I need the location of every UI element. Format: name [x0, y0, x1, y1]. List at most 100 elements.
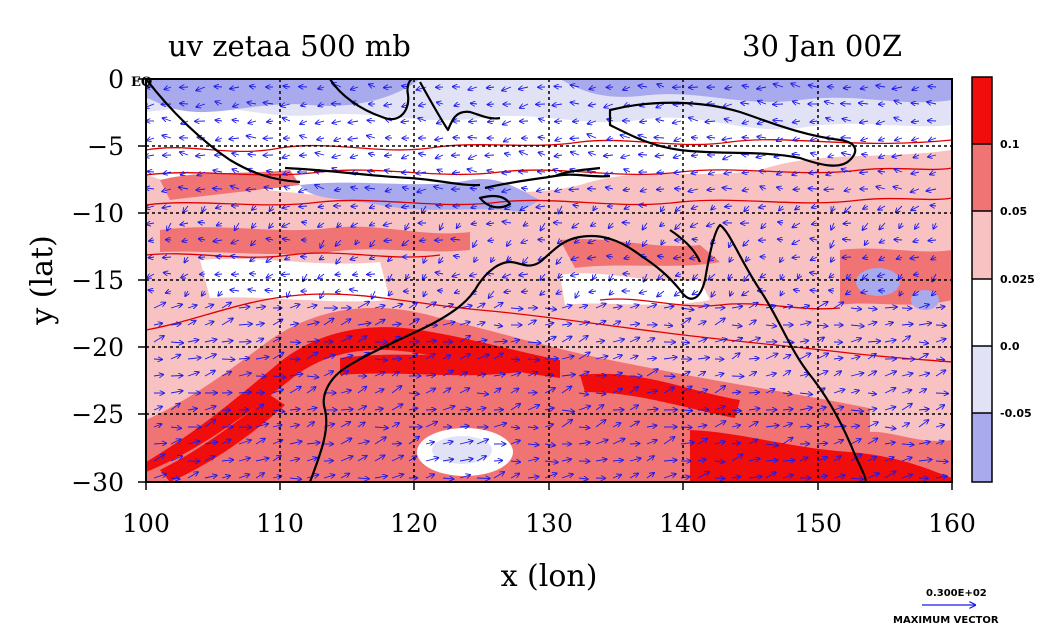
- wind-vector: [748, 477, 762, 479]
- wind-vector: [588, 257, 597, 259]
- wind-vector: [163, 206, 172, 208]
- wind-vector: [792, 172, 801, 175]
- wind-vector: [612, 306, 622, 308]
- coast-sulawesi: [419, 81, 501, 132]
- wind-vector: [170, 376, 183, 377]
- wind-vector: [231, 240, 240, 243]
- wind-vector: [781, 273, 783, 279]
- wind-vector: [777, 187, 784, 189]
- wind-vector: [876, 86, 886, 88]
- wind-vector: [918, 409, 929, 410]
- wind-vector: [493, 472, 504, 479]
- wind-vector: [759, 206, 767, 208]
- wind-vector: [935, 405, 944, 411]
- wind-vector: [539, 119, 546, 121]
- wind-vector: [624, 169, 631, 172]
- wind-vector: [629, 458, 641, 461]
- wind-vector: [493, 303, 503, 309]
- wind-vector: [170, 342, 183, 343]
- wind-vector: [884, 427, 896, 429]
- wind-vector: [510, 389, 519, 394]
- wind-vector: [238, 307, 249, 308]
- wind-vector: [283, 239, 291, 240]
- wind-vector: [646, 426, 657, 428]
- wind-vector: [933, 222, 936, 229]
- wind-vector: [340, 409, 353, 410]
- wind-vector: [306, 458, 317, 461]
- wind-vector: [538, 240, 546, 241]
- wind-vector: [884, 371, 896, 377]
- wind-vector: [593, 273, 596, 279]
- wind-vector: [689, 189, 699, 191]
- wind-vector: [639, 86, 648, 87]
- chart-date: 30 Jan 00Z: [742, 29, 902, 63]
- wind-vector: [627, 239, 630, 246]
- wind-vector: [607, 138, 614, 140]
- wind-vector: [425, 458, 438, 461]
- wind-vector: [544, 461, 558, 462]
- wind-vector: [527, 372, 537, 377]
- wind-vector: [912, 121, 920, 122]
- wind-vector: [351, 223, 359, 227]
- coast-java: [284, 166, 481, 187]
- wind-vector: [153, 474, 166, 479]
- wind-vector: [353, 274, 359, 275]
- wind-vector: [918, 420, 928, 428]
- wind-vector: [439, 256, 443, 263]
- colorbar-swatch-4: [972, 279, 992, 346]
- wind-vector: [204, 322, 214, 326]
- wind-vector: [876, 187, 886, 189]
- wind-vector: [472, 223, 478, 224]
- wind-vector: [816, 457, 827, 462]
- wind-vector: [913, 291, 920, 295]
- wind-vector: [912, 138, 920, 141]
- wind-vector: [929, 138, 937, 141]
- wind-vector: [180, 223, 189, 225]
- x-axis-label: x (lon): [501, 559, 598, 594]
- wind-vector: [316, 153, 325, 155]
- wind-vector: [283, 86, 291, 87]
- wind-vector: [782, 409, 793, 410]
- wind-vector: [300, 136, 308, 139]
- wind-vector: [510, 359, 519, 360]
- wind-vector: [221, 372, 231, 377]
- wind-vector: [782, 423, 792, 427]
- wind-vector: [723, 154, 733, 159]
- wind-vector: [743, 239, 750, 246]
- wind-vector: [389, 291, 393, 296]
- wind-vector: [799, 341, 808, 343]
- wind-vector: [912, 87, 920, 90]
- wind-vector: [442, 304, 453, 309]
- wind-vector: [272, 319, 283, 326]
- wind-vector: [932, 291, 936, 295]
- wind-vector: [457, 222, 460, 228]
- wind-vector: [232, 120, 240, 121]
- wind-vector: [252, 223, 256, 228]
- wind-vector: [408, 354, 417, 360]
- wind-vector: [623, 223, 631, 224]
- wind-vector: [238, 440, 251, 445]
- wind-vector: [180, 152, 189, 155]
- wind-vector: [578, 478, 588, 479]
- coast-new-guinea: [608, 101, 857, 167]
- wind-vectors: [146, 83, 948, 479]
- wind-vector: [384, 240, 393, 241]
- wind-vector: [272, 376, 285, 377]
- wind-vector: [302, 222, 308, 223]
- wind-vector: [272, 456, 281, 462]
- wind-vector: [320, 239, 324, 248]
- wind-vector: [629, 444, 640, 445]
- wind-vector: [264, 187, 274, 189]
- colorbar-label: 0.025: [1000, 273, 1035, 286]
- wind-vector: [646, 456, 654, 462]
- wind-vector: [323, 475, 335, 478]
- wind-vector: [216, 206, 223, 208]
- wind-vector: [232, 153, 240, 155]
- wind-vector: [691, 223, 699, 227]
- wind-vector: [573, 205, 580, 206]
- wind-vector: [646, 391, 657, 393]
- wind-vector: [459, 306, 472, 308]
- wind-vector: [442, 355, 450, 359]
- wind-vector: [351, 257, 359, 260]
- wind-vector: [833, 371, 841, 377]
